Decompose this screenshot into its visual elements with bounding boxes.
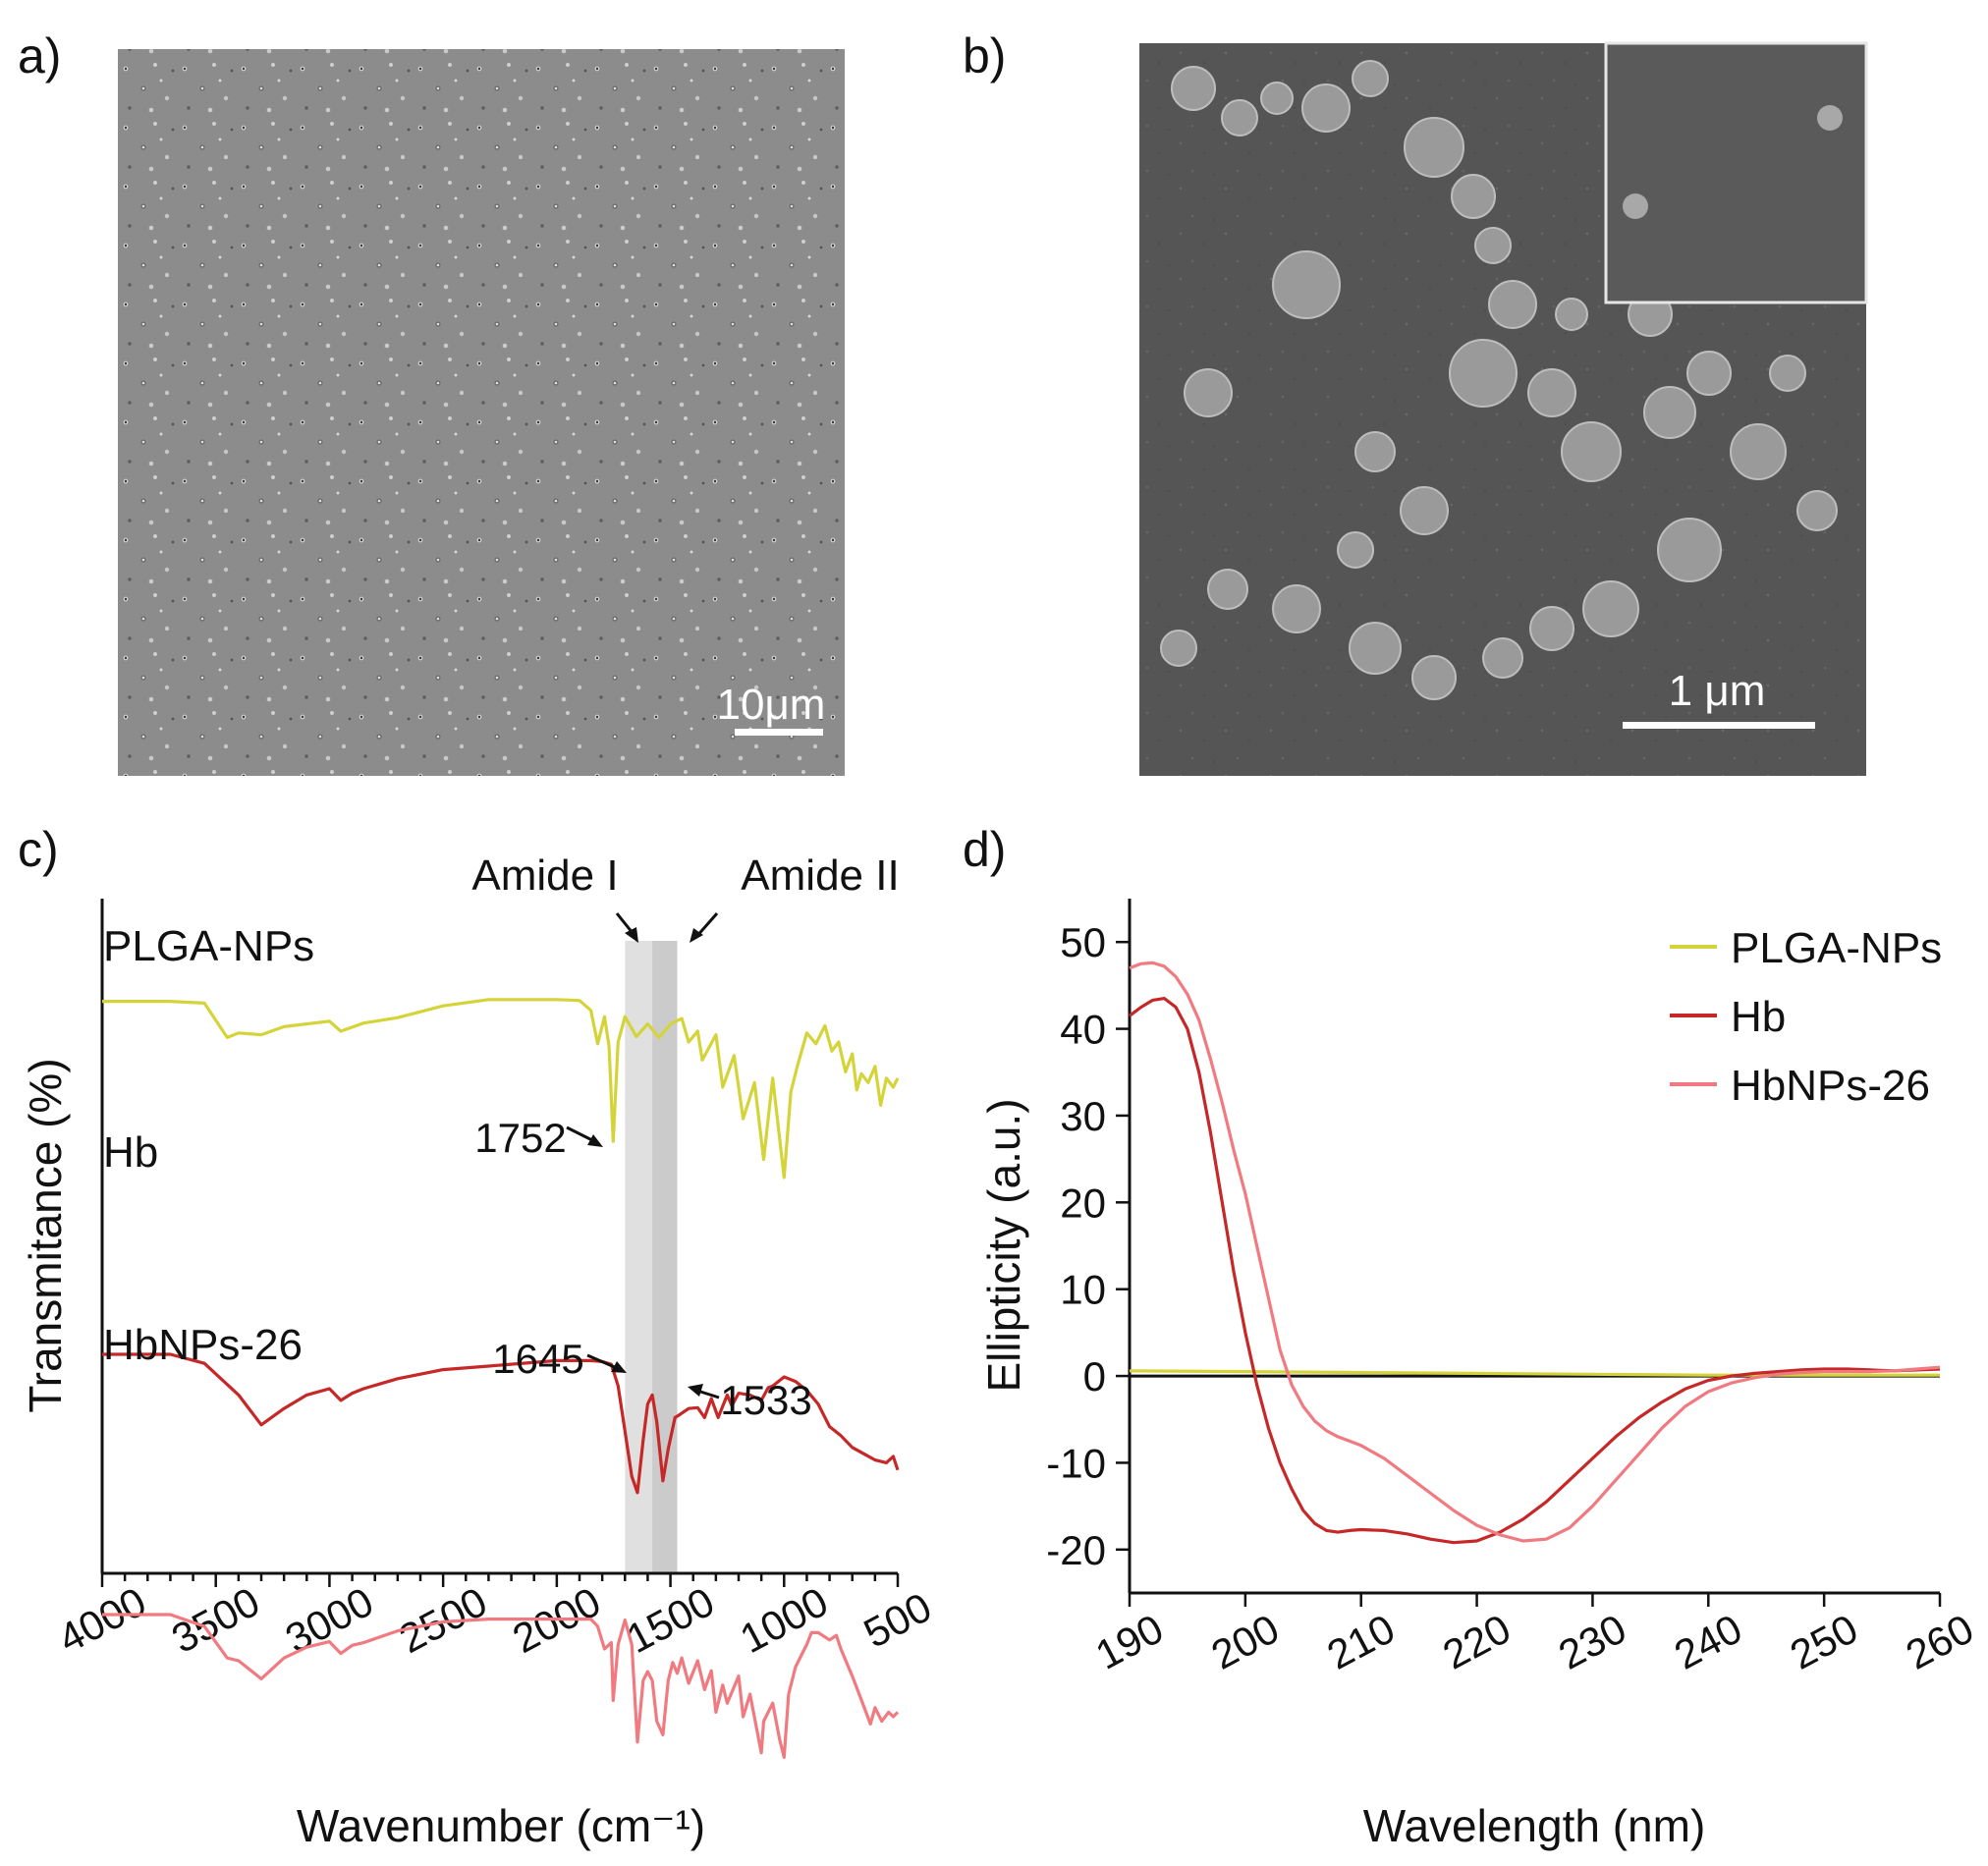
cd-y-tick-label: 30 <box>1060 1093 1106 1139</box>
arrowhead <box>690 928 703 943</box>
micrograph-optical <box>118 49 845 776</box>
annotation-amide-i: Amide I <box>471 851 618 900</box>
inset-particle <box>1623 193 1648 219</box>
annotation-amide-ii: Amide II <box>741 851 899 900</box>
cd-legend: PLGA-NPs Hb HbNPs-26 <box>1670 924 1942 1110</box>
arrow-1533 <box>696 1389 720 1400</box>
annotation-1533: 1533 <box>720 1377 811 1423</box>
annotation-1645: 1645 <box>492 1336 583 1382</box>
cd-y-tick-label: 0 <box>1083 1353 1106 1400</box>
ftir-x-tick-label: 3000 <box>278 1578 381 1662</box>
ftir-series-line-hbnps-26 <box>102 1613 900 1759</box>
cd-x-tick-label: 220 <box>1435 1605 1518 1677</box>
panel-label-c: c) <box>18 822 59 877</box>
cd-y-tick-label: 40 <box>1060 1007 1106 1053</box>
ftir-x-tick-label: 1000 <box>733 1578 836 1662</box>
ftir-x-tick-label: 4000 <box>50 1578 153 1662</box>
cd-y-axis-title: Ellipticity (a.u.) <box>978 1098 1029 1392</box>
cd-series-line-plga-nps <box>1129 1369 1940 1377</box>
cd-x-tick-label: 250 <box>1783 1605 1865 1677</box>
cd-y-tick-label: 10 <box>1060 1267 1106 1313</box>
cd-y-tick-label: -10 <box>1046 1440 1106 1486</box>
scale-bar-label-b: 1 μm <box>1669 667 1766 715</box>
cd-chart: 190 200 210 220 230 240 250 260 50 40 30 20 10 0 -10 -2… <box>978 899 1981 1851</box>
inset-particle <box>1817 105 1843 131</box>
annotation-1752: 1752 <box>474 1115 566 1161</box>
scale-bar-b <box>1623 722 1815 729</box>
panel-label-b: b) <box>963 28 1006 83</box>
sem-inset <box>1604 41 1868 304</box>
cd-y-tick-label: -20 <box>1046 1527 1106 1573</box>
cd-x-tick-label: 210 <box>1320 1605 1403 1677</box>
cd-x-tick-label: 260 <box>1899 1605 1981 1677</box>
cd-x-tick-label: 200 <box>1204 1605 1287 1677</box>
cd-x-tick-label: 190 <box>1088 1605 1171 1677</box>
cd-series-line-hbnps-26 <box>1129 960 1941 1543</box>
arrow-1645 <box>586 1353 618 1370</box>
ftir-series-line-hb <box>102 1352 900 1495</box>
ftir-x-tick-label: 1500 <box>619 1578 722 1662</box>
arrowhead <box>587 1134 603 1147</box>
ftir-x-tick-label: 3500 <box>164 1578 267 1662</box>
scale-bar-a <box>735 729 823 736</box>
arrowhead <box>688 1384 703 1397</box>
ftir-series-label-plga: PLGA-NPs <box>103 922 314 970</box>
panel-label-d: d) <box>963 822 1006 877</box>
ftir-x-axis-title: Wavenumber (cm⁻¹) <box>297 1800 705 1851</box>
ftir-series-label-hbnps: HbNPs-26 <box>103 1321 303 1369</box>
arrowhead <box>611 1361 627 1373</box>
cd-x-axis-title: Wavelength (nm) <box>1363 1800 1706 1851</box>
cd-series-line-hb <box>1129 997 1941 1545</box>
legend-label-hb: Hb <box>1731 993 1786 1041</box>
particle-aggregates <box>1160 60 1838 700</box>
ftir-x-tick-label: 500 <box>856 1583 939 1656</box>
ftir-series-line-plga-nps <box>102 998 900 1180</box>
ftir-chart: 4000 3500 3000 2500 2000 1500 1000 500 Amide I … <box>20 851 939 1851</box>
cd-x-tick-label: 240 <box>1667 1605 1749 1677</box>
scale-bar-label-a: 10μm <box>717 681 826 729</box>
arrowhead <box>625 927 638 943</box>
legend-label-plga: PLGA-NPs <box>1731 924 1942 972</box>
ftir-y-axis-title: Transmitance (%) <box>20 1058 71 1412</box>
legend-label-hbnps: HbNPs-26 <box>1731 1062 1930 1110</box>
cd-x-tick-label: 230 <box>1551 1605 1633 1677</box>
panel-label-a: a) <box>18 28 61 83</box>
cd-y-tick-label: 20 <box>1060 1180 1106 1226</box>
arrow-1752 <box>566 1125 595 1143</box>
ftir-series-label-hb: Hb <box>103 1128 158 1177</box>
cd-y-tick-label: 50 <box>1060 919 1106 965</box>
